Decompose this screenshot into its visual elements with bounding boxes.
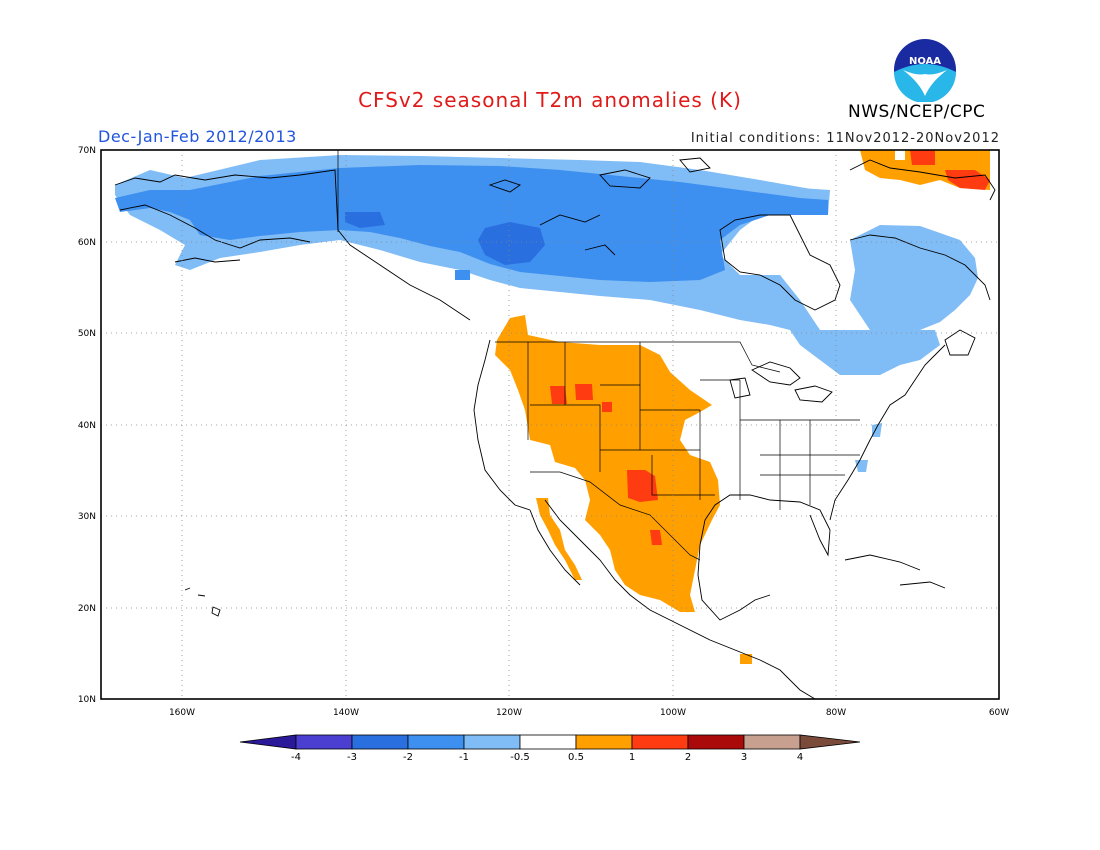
colorbar-swatch <box>575 734 633 750</box>
greenland-warm-red <box>910 150 990 190</box>
colorbar-arrow-high <box>799 734 861 750</box>
colorbar-swatch <box>687 734 745 750</box>
colorbar-label: 3 <box>740 752 748 763</box>
lat-tick: 30N <box>78 512 96 522</box>
lat-tick: 10N <box>78 695 96 705</box>
lat-labels: 70N 60N 50N 40N 30N 20N 10N <box>78 146 96 705</box>
lon-tick: 100W <box>660 708 686 718</box>
colorbar-swatch <box>631 734 689 750</box>
cold-anomaly-dark <box>345 212 545 265</box>
greenland-white-patches <box>895 150 905 160</box>
lon-labels: 160W 140W 120W 100W 80W 60W <box>169 708 1009 718</box>
colorbar-swatch <box>519 734 577 750</box>
colorbar-swatch <box>295 734 353 750</box>
colorbar-swatch <box>463 734 521 750</box>
lon-tick: 160W <box>169 708 195 718</box>
lon-tick: 140W <box>333 708 359 718</box>
colorbar-swatch <box>743 734 801 750</box>
colorbar-label: -1 <box>459 752 469 763</box>
agency-label: NWS/NCEP/CPC <box>848 102 986 122</box>
initial-conditions-label: Initial conditions: 11Nov2012-20Nov2012 <box>690 131 1000 146</box>
logo-text: NOAA <box>909 56 941 67</box>
colorbar-label: -2 <box>403 752 413 763</box>
chart-title: CFSv2 seasonal T2m anomalies (K) <box>358 88 742 112</box>
lon-tick: 60W <box>989 708 1009 718</box>
colorbar-label: 2 <box>684 752 692 763</box>
lat-tick: 20N <box>78 604 96 614</box>
colorbar-label: -4 <box>291 752 301 763</box>
season-label: Dec-Jan-Feb 2012/2013 <box>98 127 297 146</box>
lat-tick: 60N <box>78 238 96 248</box>
lat-tick: 70N <box>78 146 96 156</box>
cold-anomaly-medium <box>115 165 828 282</box>
colorbar-label: -3 <box>347 752 357 763</box>
colorbar-label: 4 <box>796 752 804 763</box>
colorbar-label: -0.5 <box>510 752 530 763</box>
noaa-logo: NOAA <box>894 39 956 102</box>
lat-tick: 50N <box>78 329 96 339</box>
political-borders <box>337 150 860 561</box>
colorbar-swatch <box>407 734 465 750</box>
colorbar-arrow-low <box>239 734 297 750</box>
map-frame <box>100 149 1000 700</box>
lat-tick: 40N <box>78 421 96 431</box>
warm-anomaly-red <box>550 384 662 545</box>
lon-tick: 80W <box>826 708 846 718</box>
colorbar-swatch <box>351 734 409 750</box>
colorbar-label: 1 <box>628 752 636 763</box>
colorbar-label: 0.5 <box>568 752 584 763</box>
coastlines <box>114 157 996 699</box>
lon-tick: 120W <box>496 708 522 718</box>
